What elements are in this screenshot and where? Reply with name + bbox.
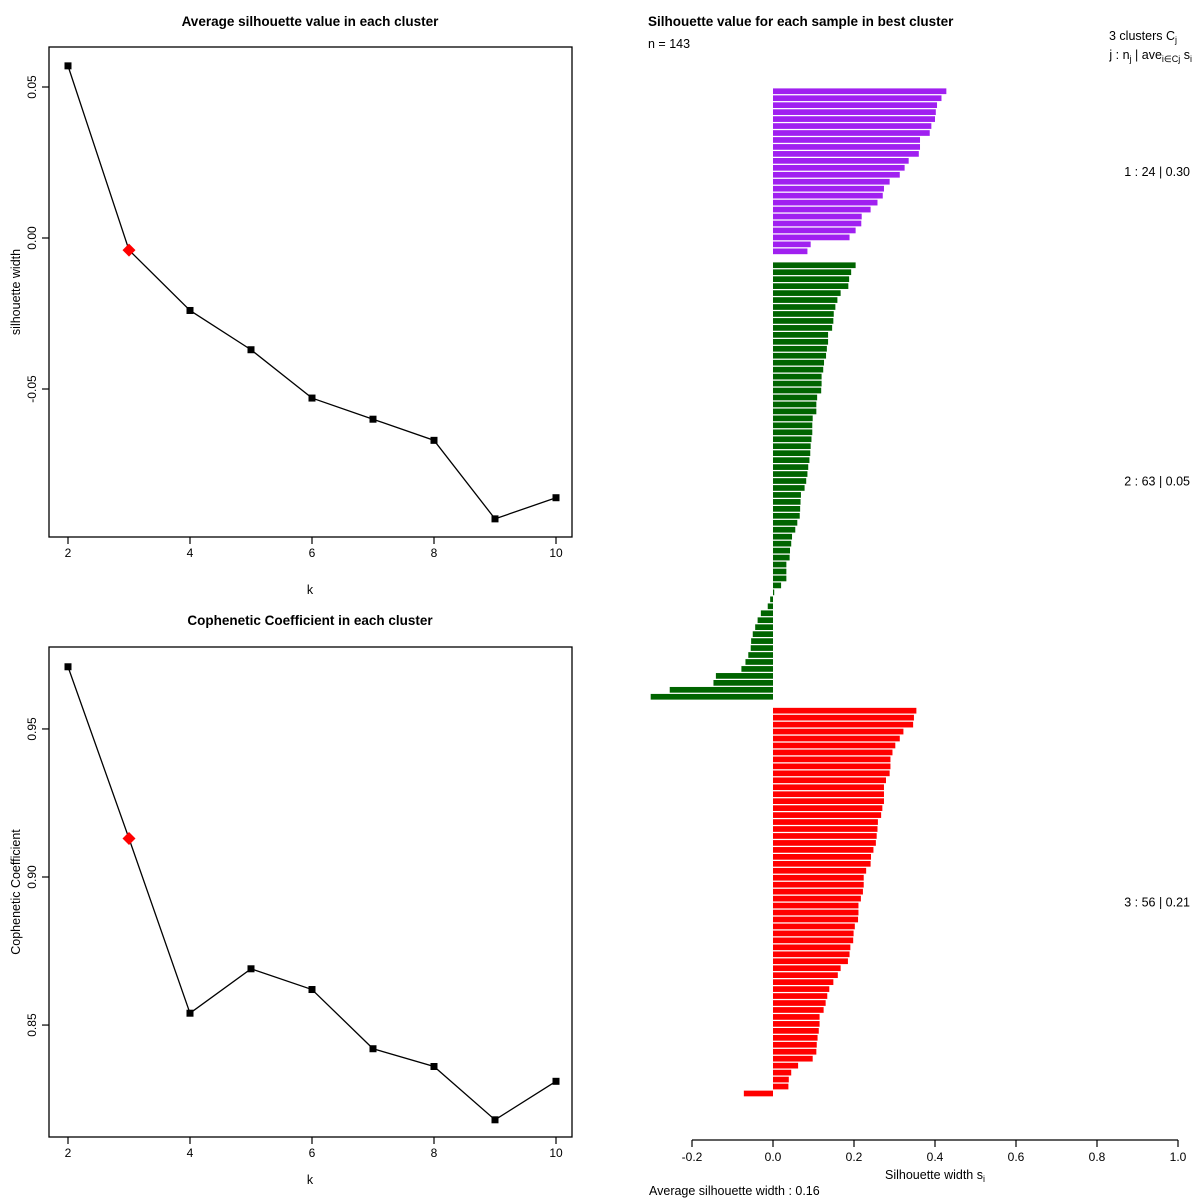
plot2-xlabel: k	[307, 1173, 314, 1187]
svg-text:4: 4	[187, 1146, 194, 1160]
svg-text:6: 6	[309, 1146, 316, 1160]
svg-text:0.95: 0.95	[25, 717, 39, 741]
cluster2-label: 2 : 63 | 0.05	[1124, 475, 1190, 489]
svg-text:0.0: 0.0	[765, 1150, 782, 1164]
plot3-footer: Average silhouette width : 0.16	[649, 1184, 820, 1198]
svg-text:2: 2	[65, 546, 72, 560]
svg-text:0.00: 0.00	[25, 226, 39, 250]
svg-text:0.85: 0.85	[25, 1013, 39, 1037]
svg-text:0.05: 0.05	[25, 75, 39, 99]
plot3-title: Silhouette value for each sample in best…	[648, 14, 954, 29]
plot3-bars-layer: -0.2 0.0 0.2 0.4 0.6 0.8 1.0	[650, 88, 1187, 1164]
svg-text:10: 10	[549, 546, 563, 560]
plot1-frame	[48, 46, 573, 538]
plot2-ylabel: Cophenetic Coefficient	[9, 829, 23, 955]
svg-text:8: 8	[431, 1146, 438, 1160]
plot2-frame	[48, 646, 573, 1138]
plot3-annotation-line2: j : nj | avei∈Cj si	[1108, 48, 1192, 64]
plot3-xlabel: Silhouette width si	[885, 1168, 985, 1184]
svg-text:6: 6	[309, 546, 316, 560]
plot1-xlabel: k	[307, 583, 314, 597]
plot-cophenetic: Cophenetic Coefficient in each cluster 2…	[9, 613, 573, 1187]
cluster3-label: 3 : 56 | 0.21	[1124, 896, 1190, 910]
plot2-title: Cophenetic Coefficient in each cluster	[187, 613, 433, 628]
svg-text:1.0: 1.0	[1170, 1150, 1187, 1164]
cluster1-label: 1 : 24 | 0.30	[1124, 165, 1190, 179]
svg-text:8: 8	[431, 546, 438, 560]
svg-text:0.2: 0.2	[846, 1150, 863, 1164]
svg-text:0.6: 0.6	[1008, 1150, 1025, 1164]
svg-text:0.8: 0.8	[1089, 1150, 1106, 1164]
plot1-data-layer: 2 4 6 8 10 0.05 0.00 -0.05	[25, 62, 563, 560]
plot1-title: Average silhouette value in each cluster	[182, 14, 440, 29]
plot3-annotation-line1: 3 clusters Cj	[1109, 29, 1177, 45]
svg-text:4: 4	[187, 546, 194, 560]
plot-silhouette-samples: Silhouette value for each sample in best…	[648, 14, 1192, 1198]
plot2-data-layer: 2 4 6 8 10 0.95 0.90 0.85	[25, 663, 563, 1160]
svg-text:10: 10	[549, 1146, 563, 1160]
svg-text:0.90: 0.90	[25, 865, 39, 889]
plot1-ylabel: silhouette width	[9, 249, 23, 335]
plot-avg-silhouette: Average silhouette value in each cluster…	[9, 14, 573, 597]
svg-text:-0.2: -0.2	[682, 1150, 703, 1164]
svg-text:2: 2	[65, 1146, 72, 1160]
plot3-subtitle: n = 143	[648, 37, 690, 51]
svg-text:0.4: 0.4	[927, 1150, 944, 1164]
svg-text:-0.05: -0.05	[25, 375, 39, 403]
